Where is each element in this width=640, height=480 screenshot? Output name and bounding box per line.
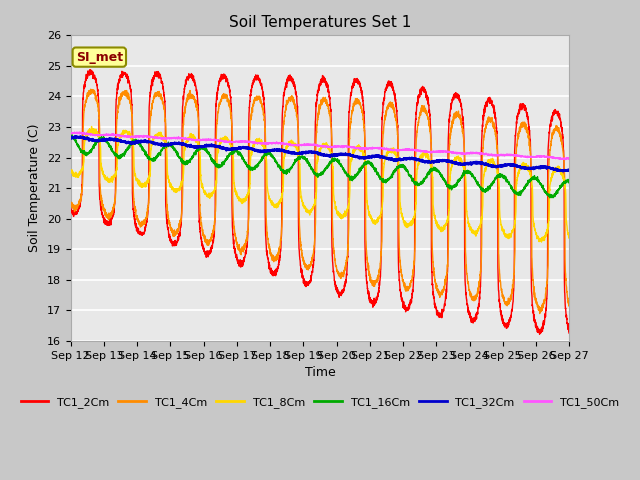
Y-axis label: Soil Temperature (C): Soil Temperature (C) bbox=[28, 124, 41, 252]
X-axis label: Time: Time bbox=[305, 366, 335, 379]
Text: SI_met: SI_met bbox=[76, 50, 123, 64]
Title: Soil Temperatures Set 1: Soil Temperatures Set 1 bbox=[229, 15, 411, 30]
Legend: TC1_2Cm, TC1_4Cm, TC1_8Cm, TC1_16Cm, TC1_32Cm, TC1_50Cm: TC1_2Cm, TC1_4Cm, TC1_8Cm, TC1_16Cm, TC1… bbox=[16, 393, 624, 412]
